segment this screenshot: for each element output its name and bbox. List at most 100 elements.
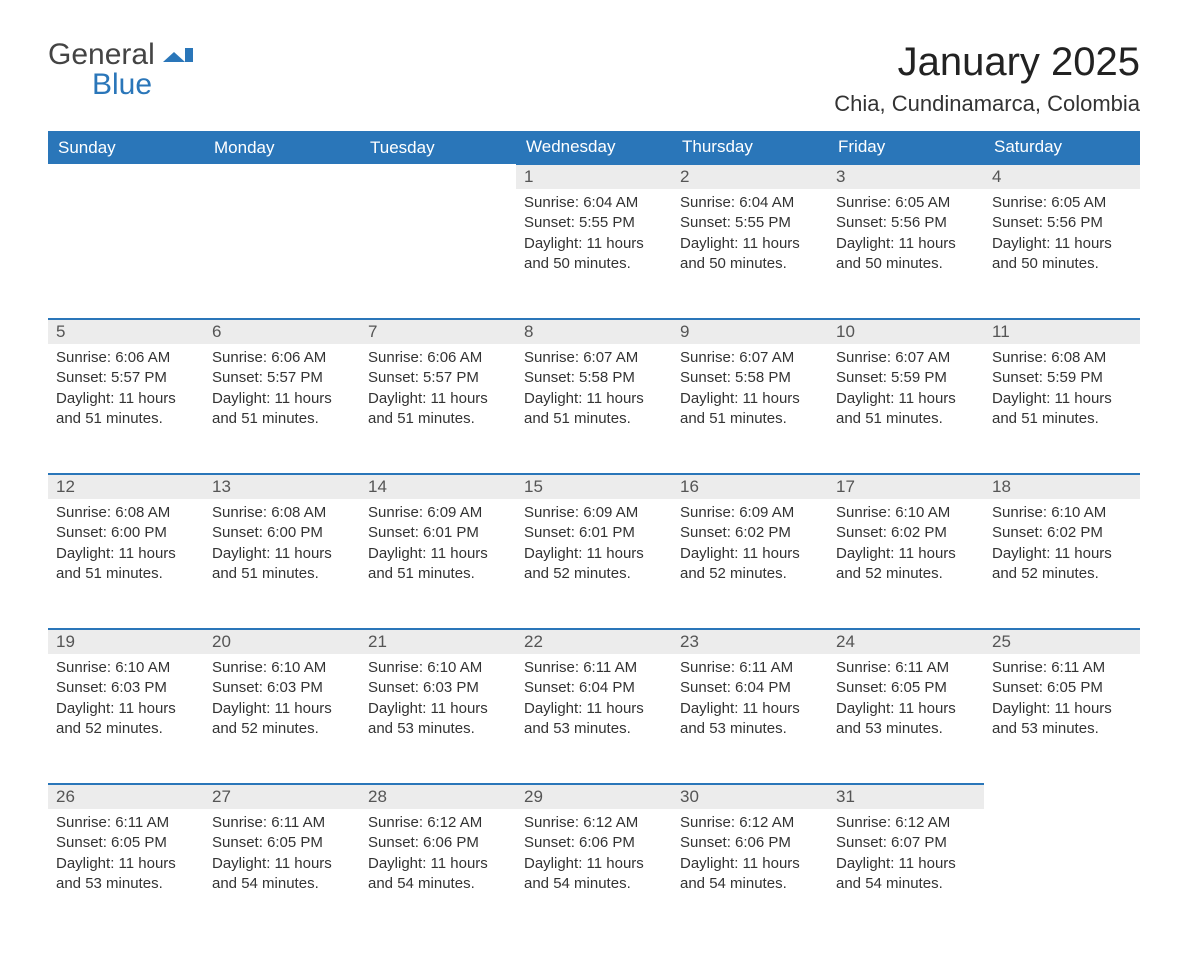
daylight-line: Daylight: 11 hours and 51 minutes. (680, 389, 820, 430)
day-content-cell: Sunrise: 6:09 AMSunset: 6:02 PMDaylight:… (672, 499, 828, 629)
day-content-cell: Sunrise: 6:11 AMSunset: 6:05 PMDaylight:… (204, 809, 360, 939)
day-content-cell: Sunrise: 6:10 AMSunset: 6:02 PMDaylight:… (828, 499, 984, 629)
daylight-line: Daylight: 11 hours and 52 minutes. (212, 699, 352, 740)
day-number-cell: 26 (48, 784, 204, 809)
day-number-cell (360, 164, 516, 189)
sunset-line: Sunset: 5:55 PM (524, 213, 664, 233)
day-number-cell: 24 (828, 629, 984, 654)
daylight-line: Daylight: 11 hours and 51 minutes. (368, 544, 508, 585)
sunrise-line: Sunrise: 6:05 AM (992, 193, 1132, 213)
sunrise-line: Sunrise: 6:11 AM (836, 658, 976, 678)
day-number-cell: 19 (48, 629, 204, 654)
day-number-cell: 27 (204, 784, 360, 809)
sunrise-line: Sunrise: 6:07 AM (524, 348, 664, 368)
sunset-line: Sunset: 6:01 PM (524, 523, 664, 543)
daylight-line: Daylight: 11 hours and 51 minutes. (368, 389, 508, 430)
day-content-cell: Sunrise: 6:06 AMSunset: 5:57 PMDaylight:… (360, 344, 516, 474)
sunrise-line: Sunrise: 6:10 AM (368, 658, 508, 678)
logo-line2: Blue (48, 70, 193, 100)
page-header: General Blue January 2025 Chia, Cundinam… (48, 40, 1140, 117)
day-content-cell: Sunrise: 6:09 AMSunset: 6:01 PMDaylight:… (360, 499, 516, 629)
day-number-cell: 17 (828, 474, 984, 499)
sunrise-line: Sunrise: 6:08 AM (212, 503, 352, 523)
day-content-cell: Sunrise: 6:12 AMSunset: 6:06 PMDaylight:… (672, 809, 828, 939)
day-content-cell: Sunrise: 6:04 AMSunset: 5:55 PMDaylight:… (672, 189, 828, 319)
day-number-cell: 10 (828, 319, 984, 344)
sunset-line: Sunset: 6:05 PM (836, 678, 976, 698)
day-number-cell: 11 (984, 319, 1140, 344)
day-number-cell (48, 164, 204, 189)
sunset-line: Sunset: 6:07 PM (836, 833, 976, 853)
sunrise-line: Sunrise: 6:05 AM (836, 193, 976, 213)
sunset-line: Sunset: 5:58 PM (524, 368, 664, 388)
sunset-line: Sunset: 5:57 PM (212, 368, 352, 388)
daylight-line: Daylight: 11 hours and 51 minutes. (56, 544, 196, 585)
daylight-line: Daylight: 11 hours and 53 minutes. (368, 699, 508, 740)
sunset-line: Sunset: 6:05 PM (992, 678, 1132, 698)
day-content-row: Sunrise: 6:04 AMSunset: 5:55 PMDaylight:… (48, 189, 1140, 319)
day-number-cell: 28 (360, 784, 516, 809)
sunset-line: Sunset: 6:06 PM (524, 833, 664, 853)
sunset-line: Sunset: 5:56 PM (836, 213, 976, 233)
sunrise-line: Sunrise: 6:12 AM (524, 813, 664, 833)
sunset-line: Sunset: 6:03 PM (368, 678, 508, 698)
daylight-line: Daylight: 11 hours and 52 minutes. (836, 544, 976, 585)
weekday-header: Tuesday (360, 131, 516, 164)
daylight-line: Daylight: 11 hours and 54 minutes. (212, 854, 352, 895)
day-number-cell: 3 (828, 164, 984, 189)
daylight-line: Daylight: 11 hours and 51 minutes. (992, 389, 1132, 430)
day-content-cell: Sunrise: 6:10 AMSunset: 6:03 PMDaylight:… (48, 654, 204, 784)
daylight-line: Daylight: 11 hours and 52 minutes. (680, 544, 820, 585)
sunset-line: Sunset: 6:06 PM (368, 833, 508, 853)
day-number-cell: 18 (984, 474, 1140, 499)
sunset-line: Sunset: 5:58 PM (680, 368, 820, 388)
sunset-line: Sunset: 5:59 PM (836, 368, 976, 388)
day-number-cell: 21 (360, 629, 516, 654)
daylight-line: Daylight: 11 hours and 50 minutes. (524, 234, 664, 275)
daylight-line: Daylight: 11 hours and 50 minutes. (680, 234, 820, 275)
sunset-line: Sunset: 6:02 PM (992, 523, 1132, 543)
daylight-line: Daylight: 11 hours and 54 minutes. (680, 854, 820, 895)
day-number-cell (984, 784, 1140, 809)
logo: General Blue (48, 40, 193, 100)
sunrise-line: Sunrise: 6:06 AM (212, 348, 352, 368)
day-number-cell: 2 (672, 164, 828, 189)
daylight-line: Daylight: 11 hours and 51 minutes. (524, 389, 664, 430)
sunrise-line: Sunrise: 6:10 AM (992, 503, 1132, 523)
sunrise-line: Sunrise: 6:11 AM (212, 813, 352, 833)
weekday-header: Saturday (984, 131, 1140, 164)
month-title: January 2025 (834, 40, 1140, 85)
day-number-cell: 30 (672, 784, 828, 809)
day-number-cell: 12 (48, 474, 204, 499)
sunset-line: Sunset: 5:57 PM (56, 368, 196, 388)
day-number-cell (204, 164, 360, 189)
day-number-cell: 5 (48, 319, 204, 344)
weekday-header: Friday (828, 131, 984, 164)
daylight-line: Daylight: 11 hours and 50 minutes. (836, 234, 976, 275)
daylight-line: Daylight: 11 hours and 53 minutes. (56, 854, 196, 895)
day-number-row: 1234 (48, 164, 1140, 189)
day-content-cell: Sunrise: 6:09 AMSunset: 6:01 PMDaylight:… (516, 499, 672, 629)
day-content-cell: Sunrise: 6:06 AMSunset: 5:57 PMDaylight:… (48, 344, 204, 474)
calendar-body: 1234Sunrise: 6:04 AMSunset: 5:55 PMDayli… (48, 164, 1140, 939)
daylight-line: Daylight: 11 hours and 51 minutes. (56, 389, 196, 430)
day-content-cell (984, 809, 1140, 939)
day-content-cell: Sunrise: 6:04 AMSunset: 5:55 PMDaylight:… (516, 189, 672, 319)
day-number-row: 262728293031 (48, 784, 1140, 809)
day-content-cell (48, 189, 204, 319)
day-number-cell: 4 (984, 164, 1140, 189)
day-content-cell: Sunrise: 6:11 AMSunset: 6:05 PMDaylight:… (48, 809, 204, 939)
day-number-cell: 15 (516, 474, 672, 499)
day-number-cell: 1 (516, 164, 672, 189)
day-content-cell: Sunrise: 6:12 AMSunset: 6:06 PMDaylight:… (360, 809, 516, 939)
sunrise-line: Sunrise: 6:11 AM (680, 658, 820, 678)
daylight-line: Daylight: 11 hours and 52 minutes. (524, 544, 664, 585)
calendar-table: SundayMondayTuesdayWednesdayThursdayFrid… (48, 131, 1140, 939)
day-content-cell: Sunrise: 6:08 AMSunset: 6:00 PMDaylight:… (204, 499, 360, 629)
day-number-cell: 13 (204, 474, 360, 499)
daylight-line: Daylight: 11 hours and 51 minutes. (836, 389, 976, 430)
sunset-line: Sunset: 5:59 PM (992, 368, 1132, 388)
sunrise-line: Sunrise: 6:11 AM (524, 658, 664, 678)
day-number-cell: 31 (828, 784, 984, 809)
weekday-header: Thursday (672, 131, 828, 164)
